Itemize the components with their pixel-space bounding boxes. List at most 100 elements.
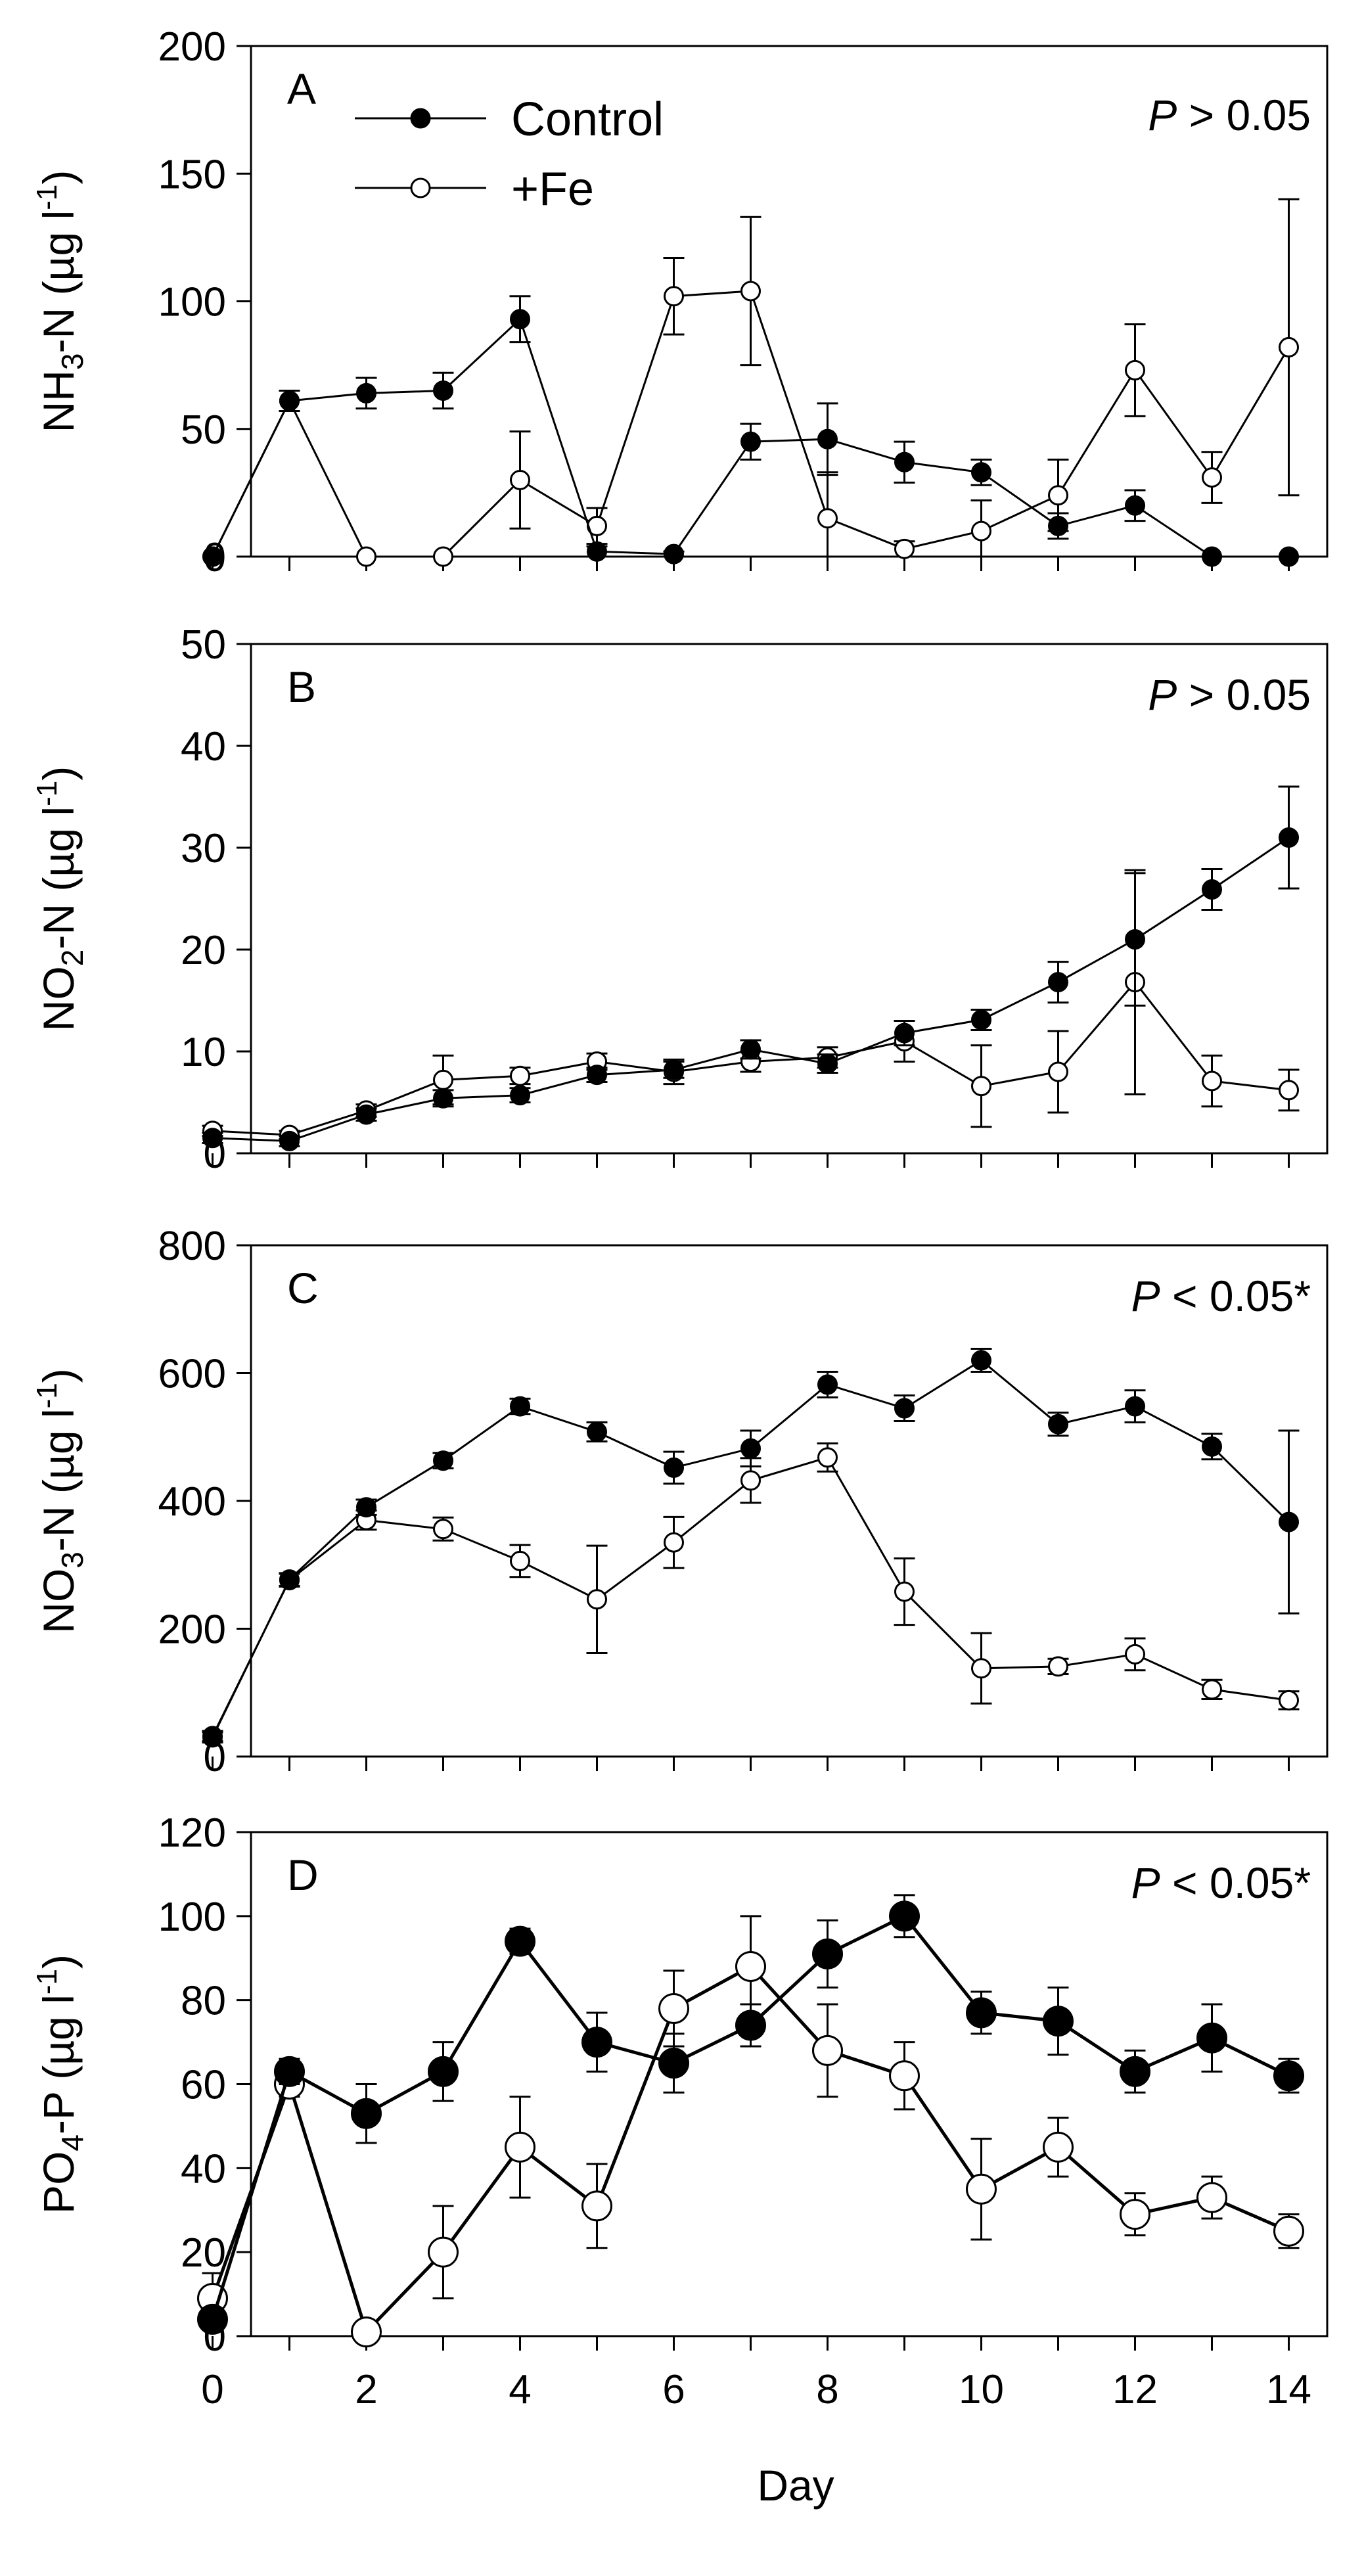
data-point: [1279, 1080, 1299, 1101]
data-point: [894, 451, 915, 472]
data-point: [1279, 546, 1299, 567]
data-point: [356, 382, 376, 403]
data-point: [1120, 2056, 1150, 2087]
plot-frame: [250, 1244, 1329, 1758]
x-tick-label: 12: [1112, 2367, 1158, 2412]
panel-letter: D: [287, 1851, 319, 1899]
data-point: [1279, 336, 1299, 357]
data-point: [202, 1727, 223, 1748]
data-point: [1279, 1690, 1299, 1711]
data-point: [971, 1658, 991, 1679]
data-point: [1048, 1414, 1068, 1435]
y-tick-label: 100: [158, 1895, 226, 1940]
panel-letter: A: [287, 64, 316, 113]
data-point: [664, 1457, 684, 1478]
data-point: [817, 1447, 838, 1468]
y-tick-label: 150: [158, 152, 226, 197]
data-point: [735, 2010, 766, 2041]
data-point: [1125, 495, 1145, 516]
data-point: [351, 2098, 382, 2129]
x-tick-label: 2: [355, 2367, 377, 2412]
data-point: [1202, 1679, 1222, 1700]
data-point: [1125, 1396, 1145, 1417]
y-tick-label: 40: [181, 724, 226, 770]
data-point: [817, 428, 838, 449]
data-point: [197, 2303, 228, 2335]
data-point: [202, 546, 223, 567]
data-point: [581, 2027, 612, 2058]
data-point: [812, 1938, 843, 1969]
data-point: [1202, 1436, 1222, 1457]
data-point: [428, 2056, 459, 2087]
data-point: [1202, 546, 1222, 567]
data-point: [817, 1053, 838, 1074]
data-point: [664, 286, 684, 307]
data-point: [587, 1421, 607, 1442]
data-point: [971, 520, 991, 541]
data-point: [812, 2035, 843, 2066]
x-tick-label: 10: [959, 2367, 1004, 2412]
y-tick-label: 200: [158, 1607, 226, 1653]
data-point: [433, 1069, 453, 1090]
x-tick-label: 8: [816, 2367, 838, 2412]
data-point: [740, 281, 761, 302]
data-point: [894, 538, 915, 559]
y-tick-label: 10: [181, 1030, 226, 1075]
data-point: [356, 1497, 376, 1518]
data-point: [587, 1589, 607, 1610]
data-point: [971, 1009, 991, 1030]
data-point: [433, 1519, 453, 1540]
y-tick-label: 80: [181, 1979, 226, 2024]
data-point: [433, 1088, 453, 1109]
data-point: [971, 462, 991, 483]
data-point: [740, 1438, 761, 1459]
y-tick-label: 200: [158, 24, 226, 70]
data-point: [1043, 2131, 1074, 2163]
y-tick-label: 60: [181, 2063, 226, 2108]
series-control: [202, 1348, 1300, 1748]
data-point: [1048, 1656, 1068, 1677]
data-point: [817, 508, 838, 529]
data-point: [966, 2173, 997, 2205]
series-line: [212, 837, 1290, 1142]
data-point: [1279, 1511, 1299, 1532]
data-point: [279, 1130, 300, 1151]
data-point: [1279, 827, 1299, 848]
series-line: [212, 1359, 1290, 1738]
data-point: [510, 469, 530, 490]
legend-marker: [410, 177, 431, 198]
x-tick-label: 6: [662, 2367, 685, 2412]
data-point: [433, 380, 453, 401]
data-point: [889, 1900, 920, 1932]
data-point: [1196, 2182, 1227, 2213]
data-point: [664, 1532, 684, 1553]
data-point: [889, 2060, 920, 2092]
data-point: [1048, 485, 1068, 506]
data-point: [740, 1470, 761, 1491]
data-point: [279, 390, 300, 411]
data-point: [1125, 929, 1145, 950]
legend: Control +Fe: [355, 93, 664, 216]
y-tick-label: 50: [181, 407, 226, 453]
data-point: [202, 1128, 223, 1149]
data-point: [894, 1023, 915, 1044]
legend-marker: [410, 108, 431, 129]
data-point: [740, 1039, 761, 1060]
data-point: [966, 1997, 997, 2029]
data-point: [971, 1350, 991, 1371]
y-tick-label: 40: [181, 2146, 226, 2192]
series-control: [202, 295, 1299, 567]
panel-a: 050100150200NH3-N (µg l-1)AP > 0.05Contr…: [31, 24, 1329, 580]
data-point: [351, 2316, 382, 2348]
data-point: [1125, 359, 1145, 380]
data-point: [664, 543, 684, 564]
y-tick-label: 100: [158, 280, 226, 325]
y-axis-title: NH3-N (µg l-1): [31, 170, 89, 433]
data-point: [505, 2131, 535, 2163]
y-axis-title: NO3-N (µg l-1): [31, 1368, 89, 1633]
x-tick-label: 14: [1266, 2367, 1311, 2412]
data-point: [274, 2056, 305, 2087]
